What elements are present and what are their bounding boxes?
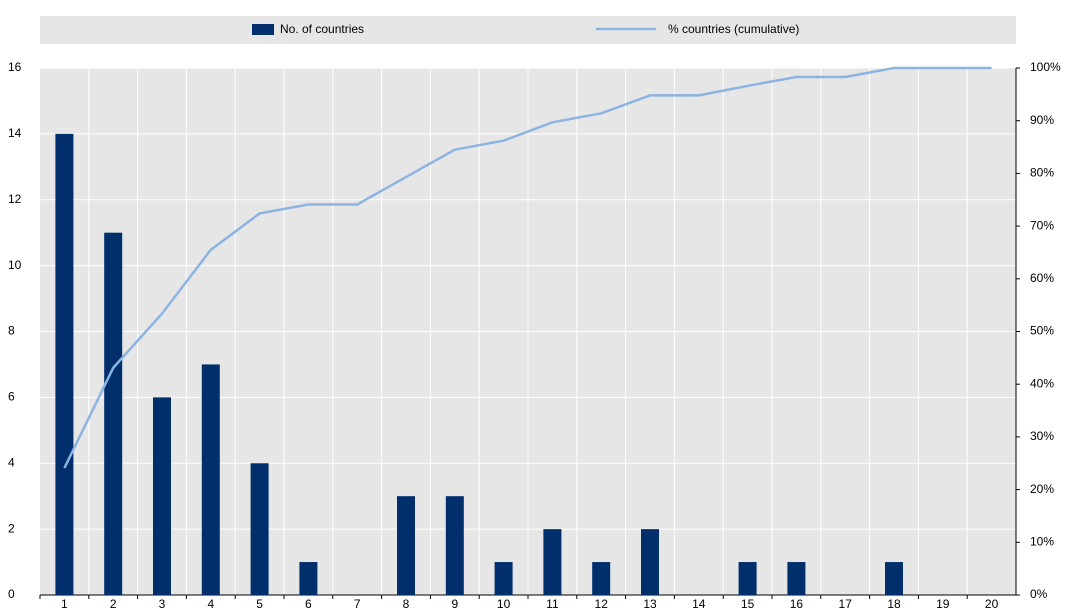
y-tick-label: 8 [8, 324, 15, 338]
bar [55, 133, 74, 595]
x-tick-label: 8 [403, 597, 410, 611]
y2-tick-label: 100% [1030, 60, 1061, 74]
bar [250, 463, 269, 595]
bar [592, 562, 611, 595]
bar [397, 496, 415, 595]
y2-tick-label: 70% [1030, 218, 1054, 232]
x-tick-label: 2 [110, 597, 117, 611]
x-tick-label: 10 [497, 597, 511, 611]
legend-background [40, 16, 1016, 44]
x-tick-label: 17 [839, 597, 853, 611]
x-tick-label: 7 [354, 597, 361, 611]
x-tick-label: 9 [451, 597, 458, 611]
x-tick-label: 4 [207, 597, 214, 611]
y2-tick-label: 30% [1030, 429, 1054, 443]
x-tick-label: 1 [61, 597, 68, 611]
legend-label: No. of countries [280, 22, 364, 36]
y2-tick-label: 60% [1030, 271, 1054, 285]
x-tick-label: 12 [595, 597, 609, 611]
y-tick-label: 2 [8, 521, 15, 535]
y-tick-label: 16 [8, 60, 22, 74]
y2-tick-label: 80% [1030, 166, 1054, 180]
x-tick-label: 19 [936, 597, 950, 611]
legend-swatch [252, 24, 274, 35]
y2-tick-label: 20% [1030, 482, 1054, 496]
y2-tick-label: 0% [1030, 587, 1048, 601]
y-tick-label: 0 [8, 587, 15, 601]
bar [787, 562, 806, 595]
x-tick-label: 13 [643, 597, 657, 611]
legend-label: % countries (cumulative) [668, 22, 799, 36]
y-tick-label: 6 [8, 390, 15, 404]
bar [543, 529, 562, 595]
x-tick-label: 3 [159, 597, 166, 611]
bar [885, 562, 903, 595]
x-tick-label: 18 [887, 597, 901, 611]
y2-tick-label: 10% [1030, 534, 1054, 548]
line [63, 66, 992, 469]
y-tick-label: 4 [8, 455, 15, 469]
bar [641, 529, 659, 595]
x-tick-label: 16 [790, 597, 804, 611]
x-tick-label: 20 [985, 597, 999, 611]
x-tick-label: 5 [256, 597, 263, 611]
bar [738, 562, 757, 595]
bar [153, 397, 171, 595]
x-tick-label: 6 [305, 597, 312, 611]
bar [494, 562, 513, 595]
bar [201, 364, 220, 595]
y-tick-label: 10 [8, 258, 22, 272]
y2-tick-label: 50% [1030, 324, 1054, 338]
y2-tick-label: 90% [1030, 113, 1054, 127]
bar [104, 232, 123, 595]
y-tick-label: 14 [8, 126, 22, 140]
bar [299, 562, 318, 595]
bar [445, 496, 464, 595]
x-tick-label: 15 [741, 597, 755, 611]
y2-tick-label: 40% [1030, 376, 1054, 390]
x-tick-label: 14 [692, 597, 706, 611]
y-tick-label: 12 [8, 192, 22, 206]
x-tick-label: 11 [546, 597, 559, 611]
